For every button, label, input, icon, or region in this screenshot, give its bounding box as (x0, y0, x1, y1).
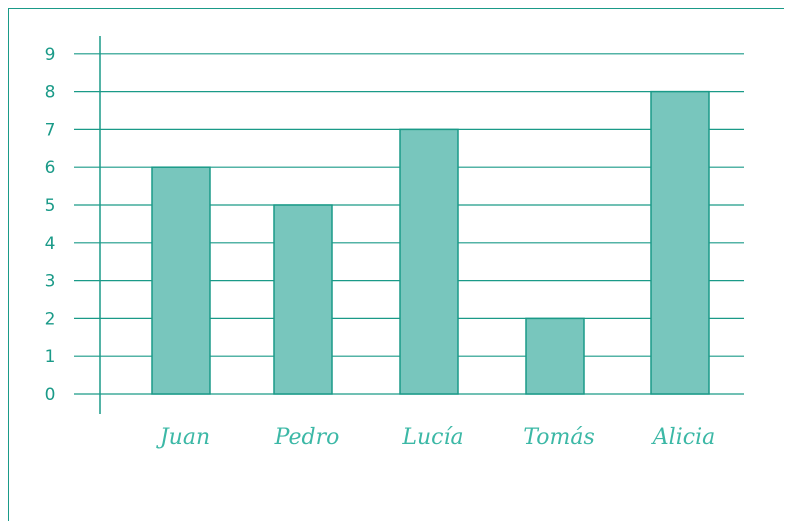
x-tick-label: Pedro (274, 425, 340, 450)
y-tick-label: 7 (45, 120, 56, 140)
y-tick-label: 8 (45, 83, 56, 103)
y-tick-label: 2 (45, 309, 56, 329)
y-tick-label: 1 (45, 347, 56, 367)
y-tick-label: 9 (45, 45, 56, 65)
chart-frame (8, 8, 784, 521)
bar-juan (151, 166, 211, 395)
y-tick-label: 5 (45, 196, 56, 216)
bar-pedro (273, 204, 333, 395)
y-tick-label: 3 (45, 272, 56, 292)
x-tick-labels: Juan Pedro Lucía Tomás Alicia (156, 425, 715, 450)
bar-alicia (650, 90, 710, 395)
x-tick-label: Juan (156, 425, 210, 450)
y-tick-label: 6 (45, 158, 56, 178)
y-tick-label: 4 (45, 234, 56, 254)
y-tick-label: 0 (45, 385, 56, 405)
x-tick-label: Lucía (401, 425, 463, 450)
bar-lucía (399, 128, 459, 395)
x-tick-label: Tomás (523, 425, 594, 450)
bars (151, 90, 710, 395)
y-tick-labels: 0 1 2 3 4 5 6 7 8 9 (45, 45, 56, 405)
x-tick-label: Alicia (651, 425, 715, 450)
bar-tomás (525, 317, 585, 395)
